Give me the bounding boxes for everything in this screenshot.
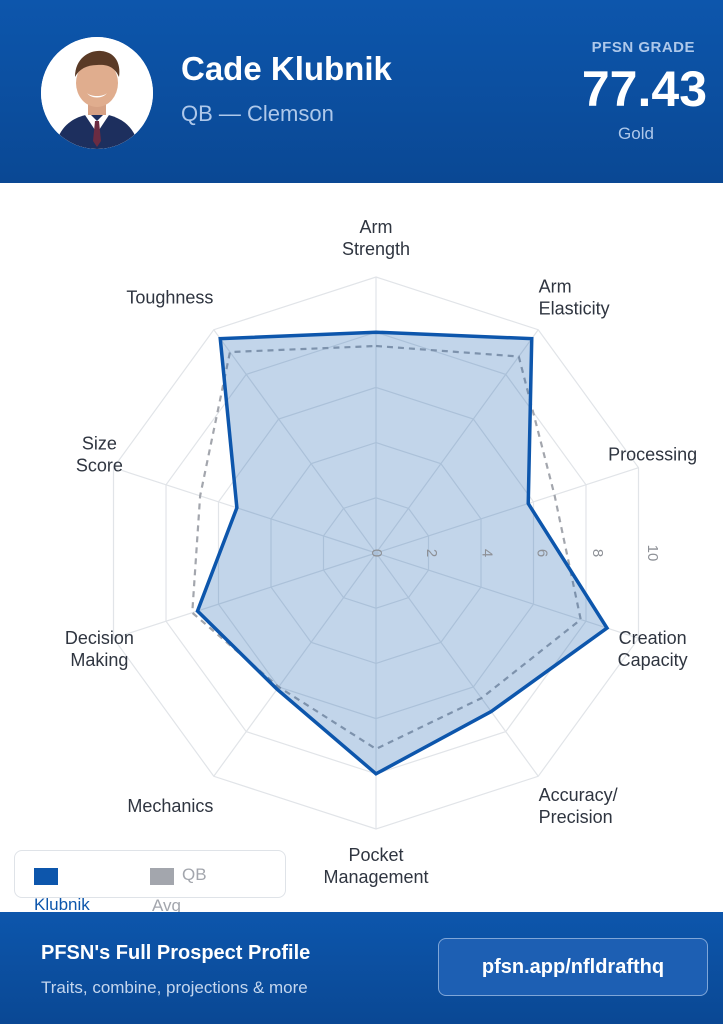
- player-position-school: QB — Clemson: [181, 101, 334, 126]
- grid-spoke-1: [375, 329, 539, 554]
- player-name: Cade Klubnik: [181, 50, 392, 87]
- tick-label: 8: [589, 549, 606, 557]
- tick-label: 6: [534, 549, 551, 557]
- axis-label: Creation: [619, 628, 687, 648]
- tick-label: 0: [368, 549, 385, 557]
- axis-label: Toughness: [126, 288, 213, 308]
- axis-label: Score: [76, 456, 123, 476]
- radar-chart: 0 2 4 6 8 10 ArmStrengthArmElasticityProcessi…: [65, 217, 697, 887]
- chart-legend: Klubnik QB Avg: [14, 850, 286, 915]
- footer-banner: PFSN's Full Prospect Profile Traits, com…: [0, 912, 723, 1024]
- legend-label-avg-line2: Avg: [152, 896, 181, 915]
- grid-spoke-6: [213, 552, 377, 777]
- radar-ticks: 0 2 4 6 8 10: [368, 545, 661, 562]
- legend-label-avg-line1: QB: [182, 865, 207, 884]
- axis-label: Elasticity: [539, 299, 610, 319]
- legend-swatch-player: [34, 868, 58, 885]
- grid-spoke-4: [375, 552, 539, 777]
- radar-axis-labels: ArmStrengthArmElasticityProcessingCreati…: [65, 217, 697, 887]
- axis-label: Precision: [539, 807, 613, 827]
- tick-label: 2: [423, 549, 440, 557]
- axis-label: Decision: [65, 628, 134, 648]
- legend-label-player: Klubnik: [34, 895, 90, 914]
- axis-label: Making: [70, 650, 128, 670]
- grade-value: 77.43: [581, 61, 707, 117]
- legend-swatch-avg: [150, 868, 174, 885]
- grid-spoke-3: [375, 552, 639, 639]
- player-avatar: [41, 37, 153, 149]
- grid-spoke-2: [375, 467, 639, 554]
- player-photo-icon: [41, 37, 153, 149]
- footer-subtitle: Traits, combine, projections & more: [41, 978, 308, 997]
- header-banner: Cade Klubnik QB — Clemson PFSN GRADE 77.…: [0, 0, 723, 183]
- footer-title: PFSN's Full Prospect Profile: [41, 942, 311, 964]
- tick-label: 4: [478, 549, 495, 557]
- grade-label: PFSN GRADE: [591, 39, 695, 56]
- axis-label: Management: [323, 867, 428, 887]
- grid-spoke-8: [113, 467, 377, 554]
- axis-label: Mechanics: [127, 796, 213, 816]
- axis-label: Arm: [539, 277, 572, 297]
- tick-label: 10: [644, 545, 661, 562]
- axis-label: Capacity: [618, 650, 688, 670]
- profile-link-button[interactable]: pfsn.app/nfldrafthq: [438, 938, 708, 996]
- grid-spoke-7: [113, 552, 377, 639]
- axis-label: Processing: [608, 445, 697, 465]
- axis-label: Size: [82, 434, 117, 454]
- axis-label: Strength: [342, 239, 410, 259]
- axis-label: Arm: [360, 217, 393, 237]
- grid-spoke-9: [213, 329, 377, 554]
- grade-tier: Gold: [618, 124, 654, 143]
- radar-series: [191, 330, 610, 776]
- axis-label: Accuracy/: [539, 785, 618, 805]
- axis-label: Pocket: [348, 845, 403, 865]
- series-klubnik: [195, 330, 610, 776]
